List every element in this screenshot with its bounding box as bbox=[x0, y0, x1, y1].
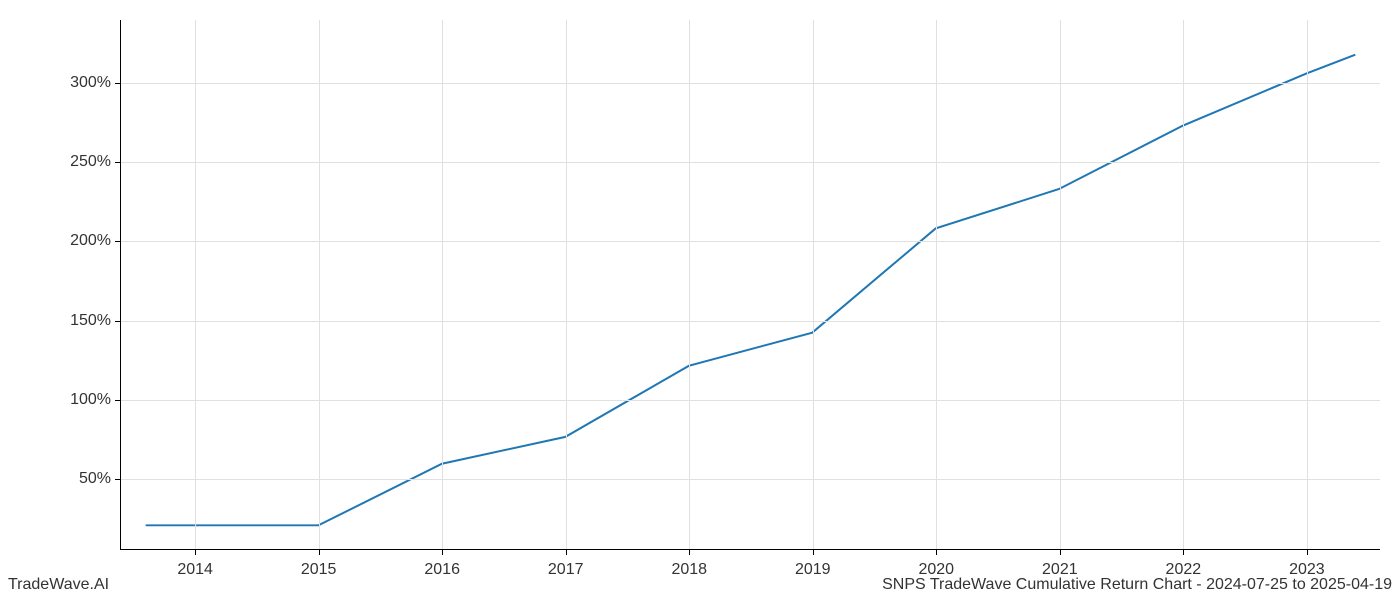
x-tick bbox=[195, 549, 196, 555]
grid-line-vertical bbox=[689, 20, 690, 549]
grid-line-vertical bbox=[442, 20, 443, 549]
y-tick-label: 100% bbox=[51, 391, 111, 409]
line-path bbox=[146, 55, 1356, 526]
x-tick bbox=[1183, 549, 1184, 555]
y-tick bbox=[115, 162, 121, 163]
grid-line-vertical bbox=[1060, 20, 1061, 549]
grid-line-horizontal bbox=[121, 400, 1380, 401]
x-tick bbox=[566, 549, 567, 555]
y-tick-label: 50% bbox=[51, 470, 111, 488]
y-tick-label: 150% bbox=[51, 312, 111, 330]
grid-line-horizontal bbox=[121, 479, 1380, 480]
footer-right-text: SNPS TradeWave Cumulative Return Chart -… bbox=[882, 576, 1392, 594]
x-tick-label: 2017 bbox=[548, 561, 584, 579]
grid-line-vertical bbox=[566, 20, 567, 549]
y-tick bbox=[115, 241, 121, 242]
y-tick bbox=[115, 321, 121, 322]
y-tick bbox=[115, 479, 121, 480]
grid-line-horizontal bbox=[121, 162, 1380, 163]
grid-line-vertical bbox=[319, 20, 320, 549]
x-tick-label: 2018 bbox=[671, 561, 707, 579]
plot-area: 2014201520162017201820192020202120222023… bbox=[120, 20, 1380, 550]
y-tick bbox=[115, 400, 121, 401]
line-series bbox=[121, 20, 1380, 549]
grid-line-horizontal bbox=[121, 321, 1380, 322]
grid-line-vertical bbox=[1183, 20, 1184, 549]
grid-line-vertical bbox=[936, 20, 937, 549]
x-tick-label: 2014 bbox=[177, 561, 213, 579]
x-tick bbox=[1307, 549, 1308, 555]
grid-line-horizontal bbox=[121, 83, 1380, 84]
x-tick-label: 2019 bbox=[795, 561, 831, 579]
x-tick bbox=[689, 549, 690, 555]
x-tick bbox=[1060, 549, 1061, 555]
x-tick-label: 2016 bbox=[424, 561, 460, 579]
footer-left-text: TradeWave.AI bbox=[8, 576, 109, 594]
x-tick bbox=[442, 549, 443, 555]
x-tick-label: 2015 bbox=[301, 561, 337, 579]
y-tick-label: 250% bbox=[51, 153, 111, 171]
grid-line-horizontal bbox=[121, 241, 1380, 242]
x-tick bbox=[319, 549, 320, 555]
grid-line-vertical bbox=[195, 20, 196, 549]
x-tick bbox=[936, 549, 937, 555]
chart-container: 2014201520162017201820192020202120222023… bbox=[120, 20, 1380, 550]
y-tick bbox=[115, 83, 121, 84]
y-tick-label: 300% bbox=[51, 74, 111, 92]
y-tick-label: 200% bbox=[51, 232, 111, 250]
grid-line-vertical bbox=[1307, 20, 1308, 549]
grid-line-vertical bbox=[813, 20, 814, 549]
x-tick bbox=[813, 549, 814, 555]
